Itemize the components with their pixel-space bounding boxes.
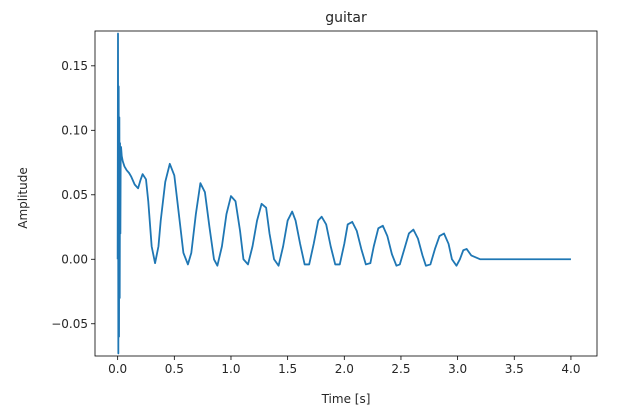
y-axis-label: Amplitude <box>16 167 30 229</box>
x-tick-label: 3.0 <box>448 362 467 376</box>
y-tick-label: 0.00 <box>61 252 88 266</box>
y-tick-label: 0.15 <box>61 59 88 73</box>
x-tick-label: 3.5 <box>505 362 524 376</box>
x-tick-label: 2.0 <box>335 362 354 376</box>
series-line <box>116 32 571 355</box>
x-tick-label: 4.0 <box>561 362 580 376</box>
x-tick-label: 2.5 <box>391 362 410 376</box>
y-tick-label: −0.05 <box>51 317 88 331</box>
x-tick-label: 0.0 <box>108 362 127 376</box>
chart-title: guitar <box>325 10 367 26</box>
plot-frame <box>94 30 598 357</box>
x-tick-label: 1.5 <box>278 362 297 376</box>
x-axis-label: Time [s] <box>321 392 371 406</box>
x-tick-label: 1.0 <box>221 362 240 376</box>
plot-area: 0.0 0.5 1.0 1.5 2.0 2.5 3.0 3.5 4.0 −0.05 0.00 0.05… <box>51 32 580 376</box>
x-tick-label: 0.5 <box>165 362 184 376</box>
y-tick-label: 0.10 <box>61 123 88 137</box>
y-tick-label: 0.05 <box>61 188 88 202</box>
